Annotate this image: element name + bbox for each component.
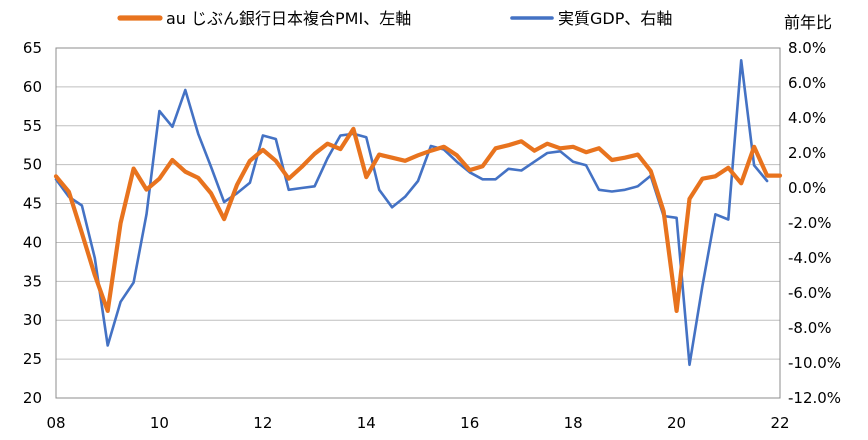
right-axis-ticks: -12.0% -10.0% -8.0% -6.0% -4.0% -2.0% 0.0% 2.0%…	[788, 39, 841, 407]
gridlines	[56, 47, 780, 360]
right-tick-label: -10.0%	[788, 354, 841, 372]
left-tick-label: 20	[23, 389, 42, 407]
plot-area-frame	[55, 47, 781, 399]
legend-label-gdp: 実質GDP、右軸	[558, 9, 672, 28]
right-tick-label: 2.0%	[788, 144, 826, 162]
right-tick-label: -2.0%	[788, 214, 832, 232]
left-tick-label: 65	[23, 39, 42, 57]
x-tick-label: 10	[150, 414, 169, 432]
right-tick-label: -8.0%	[788, 319, 832, 337]
left-tick-label: 35	[23, 272, 42, 290]
legend-label-pmi: au じぶん銀行日本複合PMI、左軸	[166, 9, 411, 28]
left-tick-label: 45	[23, 195, 42, 213]
x-tick-label: 16	[460, 414, 479, 432]
right-tick-label: -4.0%	[788, 249, 832, 267]
x-tick-label: 08	[46, 414, 65, 432]
right-axis-title: 前年比	[784, 13, 832, 32]
x-axis-ticks: 08 10 12 14 16 18 20 22	[46, 414, 789, 432]
x-tick-label: 22	[770, 414, 789, 432]
plot-border	[55, 47, 781, 399]
left-tick-label: 60	[23, 78, 42, 96]
left-tick-label: 30	[23, 311, 42, 329]
series-line-pmi	[53, 126, 783, 313]
right-tick-label: 4.0%	[788, 109, 826, 127]
x-tick-label: 18	[564, 414, 583, 432]
left-tick-label: 50	[23, 156, 42, 174]
right-tick-label: -12.0%	[788, 389, 841, 407]
left-tick-label: 40	[23, 233, 42, 251]
right-tick-label: 6.0%	[788, 74, 826, 92]
left-tick-label: 25	[23, 350, 42, 368]
legend: au じぶん銀行日本複合PMI、左軸 実質GDP、右軸	[117, 9, 672, 28]
x-tick-label: 14	[357, 414, 376, 432]
right-tick-label: 0.0%	[788, 179, 826, 197]
right-tick-label: 8.0%	[788, 39, 826, 57]
series-lines	[53, 58, 783, 367]
left-axis-ticks: 20 25 30 35 40 45 50 55 60 65	[23, 39, 42, 407]
x-tick-label: 20	[667, 414, 686, 432]
left-tick-label: 55	[23, 117, 42, 135]
x-tick-label: 12	[253, 414, 272, 432]
right-tick-label: -6.0%	[788, 284, 832, 302]
series-line-gdp	[54, 58, 769, 367]
